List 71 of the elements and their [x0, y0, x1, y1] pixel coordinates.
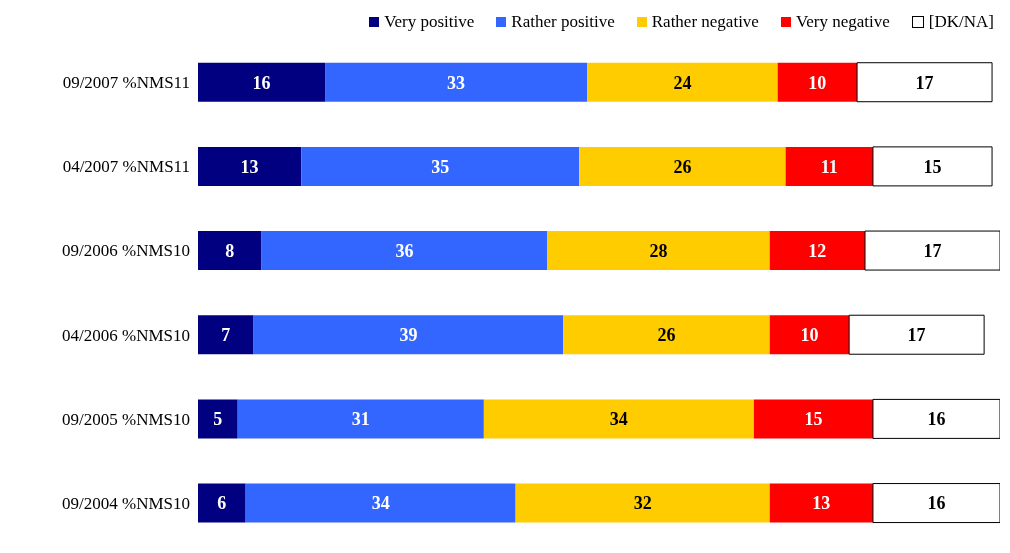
data-label: 24	[673, 72, 692, 93]
bar	[198, 146, 302, 186]
data-label: 36	[395, 240, 414, 261]
bar	[563, 315, 770, 355]
y-tick-label: 04/2007 %NMS11	[62, 157, 190, 177]
bar	[547, 231, 770, 271]
data-label: 10	[808, 72, 827, 93]
bar	[579, 146, 786, 186]
bar	[301, 146, 580, 186]
legend-label: Rather positive	[510, 12, 615, 32]
bar	[872, 398, 1000, 439]
bar	[587, 62, 778, 102]
data-label: 26	[673, 156, 692, 177]
bar	[777, 62, 858, 102]
data-label: 5	[213, 409, 223, 430]
data-label: 11	[820, 156, 838, 177]
y-tick-label: 04/2006 %NMS10	[62, 325, 190, 345]
data-label: 16	[252, 72, 271, 93]
bar	[253, 315, 564, 355]
bar	[198, 399, 238, 439]
data-label: 8	[225, 240, 235, 261]
bar	[848, 314, 985, 355]
bar	[237, 399, 484, 439]
data-label: 26	[657, 325, 676, 346]
data-label: 28	[649, 240, 668, 261]
data-label: 13	[812, 493, 831, 514]
legend-label: Very negative	[794, 12, 890, 32]
bar	[198, 62, 326, 102]
legend-label: [DK/NA]	[927, 12, 994, 32]
data-label: 34	[609, 409, 628, 430]
bar	[198, 315, 254, 355]
data-label: 12	[808, 240, 827, 261]
bar	[483, 399, 754, 439]
data-label: 34	[371, 493, 390, 514]
bar	[325, 62, 588, 102]
data-label: 13	[240, 156, 259, 177]
y-tick-label: 09/2004 %NMS10	[62, 493, 190, 513]
bar	[769, 483, 873, 523]
bar	[864, 230, 1000, 271]
bar	[198, 231, 262, 271]
y-tick-label: 09/2007 %NMS11	[62, 73, 190, 93]
data-label: 39	[399, 325, 418, 346]
y-tick-label: 09/2006 %NMS10	[62, 241, 190, 261]
data-label: 17	[907, 325, 926, 346]
data-label: 31	[351, 409, 370, 430]
y-tick-label: 09/2005 %NMS10	[62, 409, 190, 429]
data-label: 17	[923, 240, 942, 261]
bar	[856, 62, 993, 103]
bar	[198, 483, 246, 523]
data-label: 35	[431, 156, 450, 177]
legend-label: Very positive	[383, 12, 475, 32]
data-label: 16	[927, 493, 946, 514]
bar	[245, 483, 516, 523]
bar	[753, 399, 873, 439]
data-label: 6	[217, 493, 227, 514]
data-label: 33	[447, 72, 466, 93]
bar	[515, 483, 770, 523]
legend-label: Rather negative	[650, 12, 759, 32]
bar	[769, 231, 866, 271]
bar	[769, 315, 850, 355]
bar	[785, 146, 873, 186]
data-label: 15	[804, 409, 823, 430]
data-label: 17	[915, 72, 934, 93]
data-label: 32	[633, 493, 652, 514]
data-label: 10	[800, 325, 819, 346]
bar	[872, 146, 993, 187]
data-label: 7	[221, 325, 231, 346]
bar	[261, 231, 548, 271]
data-label: 15	[923, 156, 942, 177]
data-label: 16	[927, 409, 946, 430]
bar	[872, 483, 1000, 524]
